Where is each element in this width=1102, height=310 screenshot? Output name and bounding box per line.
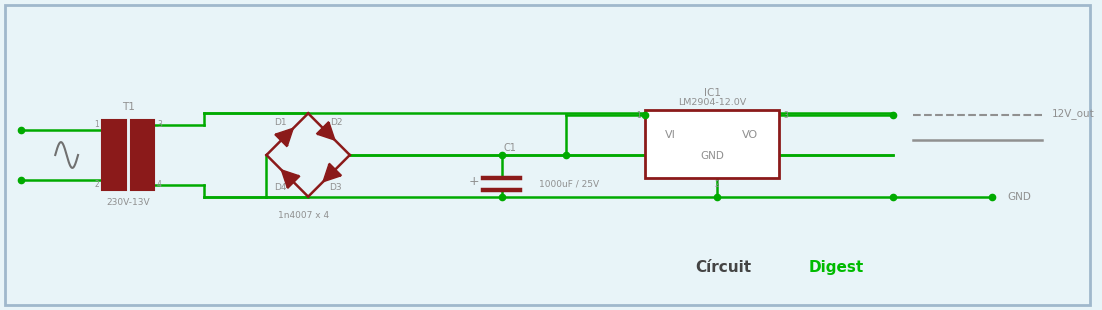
Polygon shape	[281, 170, 300, 188]
Text: 1: 1	[95, 120, 99, 129]
Text: 12V_out: 12V_out	[1052, 108, 1094, 119]
Bar	[101, 120, 126, 190]
Text: 4: 4	[156, 180, 162, 189]
Text: 3: 3	[156, 120, 162, 129]
Text: LM2904-12.0V: LM2904-12.0V	[678, 98, 746, 107]
Text: GND: GND	[701, 151, 724, 161]
Text: D4: D4	[274, 183, 287, 192]
Text: 230V-13V: 230V-13V	[106, 198, 150, 207]
Text: D3: D3	[329, 183, 343, 192]
Text: C1: C1	[503, 143, 516, 153]
Text: 1n4007 x 4: 1n4007 x 4	[278, 211, 328, 220]
Text: T1: T1	[121, 102, 134, 113]
Text: +: +	[468, 175, 479, 188]
Text: 1: 1	[636, 111, 640, 120]
Text: Digest: Digest	[809, 259, 864, 275]
Text: VI: VI	[665, 130, 676, 140]
Polygon shape	[323, 164, 341, 182]
Text: 2: 2	[715, 180, 720, 189]
Text: Círcuit: Círcuit	[695, 259, 752, 275]
Polygon shape	[317, 122, 335, 140]
Bar	[131, 120, 154, 190]
Text: VO: VO	[742, 130, 757, 140]
Text: IC1: IC1	[704, 87, 721, 98]
Polygon shape	[276, 128, 293, 146]
Text: D1: D1	[274, 118, 287, 127]
Text: GND: GND	[1007, 192, 1031, 202]
Text: 2: 2	[95, 180, 99, 189]
Bar	[646, 110, 779, 178]
Text: D2: D2	[329, 118, 342, 127]
Text: 3: 3	[784, 111, 789, 120]
Text: 1000uF / 25V: 1000uF / 25V	[539, 179, 599, 188]
